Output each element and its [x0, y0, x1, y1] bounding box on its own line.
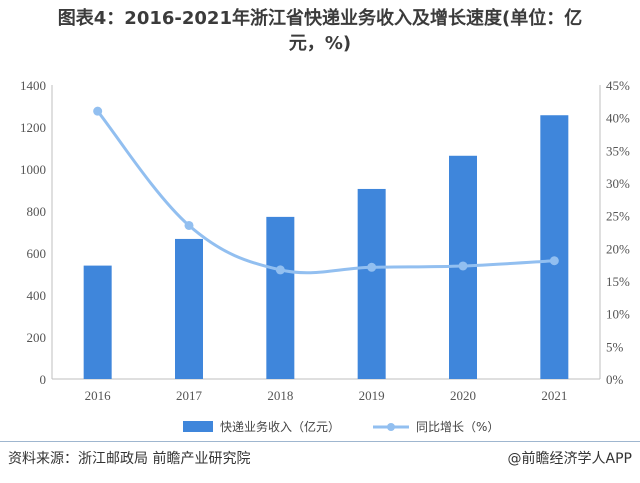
x-tick-label: 2019 — [359, 388, 385, 403]
y-right-tick-label: 15% — [606, 274, 630, 289]
source-note: 资料来源：浙江邮政局 前瞻产业研究院 — [8, 451, 251, 467]
y-left-tick-label: 0 — [40, 372, 47, 387]
y-left-tick-label: 200 — [27, 330, 47, 345]
chart-title-line-2: 元，%) — [288, 33, 352, 54]
footer-divider — [0, 441, 640, 442]
y-right-tick-label: 10% — [606, 307, 630, 322]
y-left-tick-label: 1200 — [20, 120, 46, 135]
y-right-tick-label: 5% — [606, 339, 624, 354]
y-right-tick-label: 35% — [606, 143, 630, 158]
y-left-tick-label: 600 — [27, 246, 47, 261]
x-tick-label: 2016 — [85, 388, 112, 403]
growth-rate-point — [458, 261, 468, 271]
y-left-tick-label: 400 — [27, 288, 47, 303]
growth-rate-point — [93, 106, 103, 116]
legend-marker-line — [387, 423, 395, 431]
chart-title-line-1: 图表4：2016-2021年浙江省快递业务收入及增长速度(单位：亿 — [57, 8, 583, 29]
growth-rate-point — [367, 262, 377, 272]
growth-rate-line — [96, 110, 555, 275]
legend-label-bar: 快递业务收入（亿元） — [220, 419, 340, 434]
revenue-bar — [83, 265, 112, 379]
y-right-tick-label: 45% — [606, 78, 630, 93]
x-tick-label: 2017 — [176, 388, 203, 403]
y-left-tick-label: 1000 — [20, 162, 46, 177]
brand-credit: @前瞻经济学人APP — [507, 451, 632, 467]
chart-title: 图表4：2016-2021年浙江省快递业务收入及增长速度(单位：亿 元，%) — [0, 6, 640, 56]
legend-label-line: 同比增长（%） — [416, 420, 499, 434]
x-tick-label: 2021 — [541, 388, 567, 403]
revenue-bar — [357, 188, 386, 379]
revenue-bar — [540, 115, 569, 380]
revenue-bar — [266, 216, 295, 379]
y-left-tick-label: 800 — [27, 204, 47, 219]
y-right-tick-label: 40% — [606, 111, 630, 126]
y-right-tick-label: 25% — [606, 209, 630, 224]
combo-chart: 0 200 400 600 800 1000 1200 1400 0% 5% 10% 15% 20% 25… — [20, 78, 630, 434]
x-tick-label: 2020 — [450, 388, 476, 403]
y-left-tick-label: 1400 — [20, 78, 46, 93]
growth-rate-point — [275, 265, 285, 275]
y-right-tick-label: 20% — [606, 241, 630, 256]
growth-rate-point — [549, 256, 559, 266]
y-right-tick-label: 30% — [606, 176, 630, 191]
x-tick-label: 2018 — [267, 388, 293, 403]
growth-rate-point — [184, 220, 194, 230]
footer: 资料来源：浙江邮政局 前瞻产业研究院 @前瞻经济学人APP — [8, 448, 632, 470]
legend-swatch-bar — [183, 421, 213, 432]
revenue-bar — [175, 238, 203, 379]
y-right-tick-label: 0% — [606, 372, 624, 387]
